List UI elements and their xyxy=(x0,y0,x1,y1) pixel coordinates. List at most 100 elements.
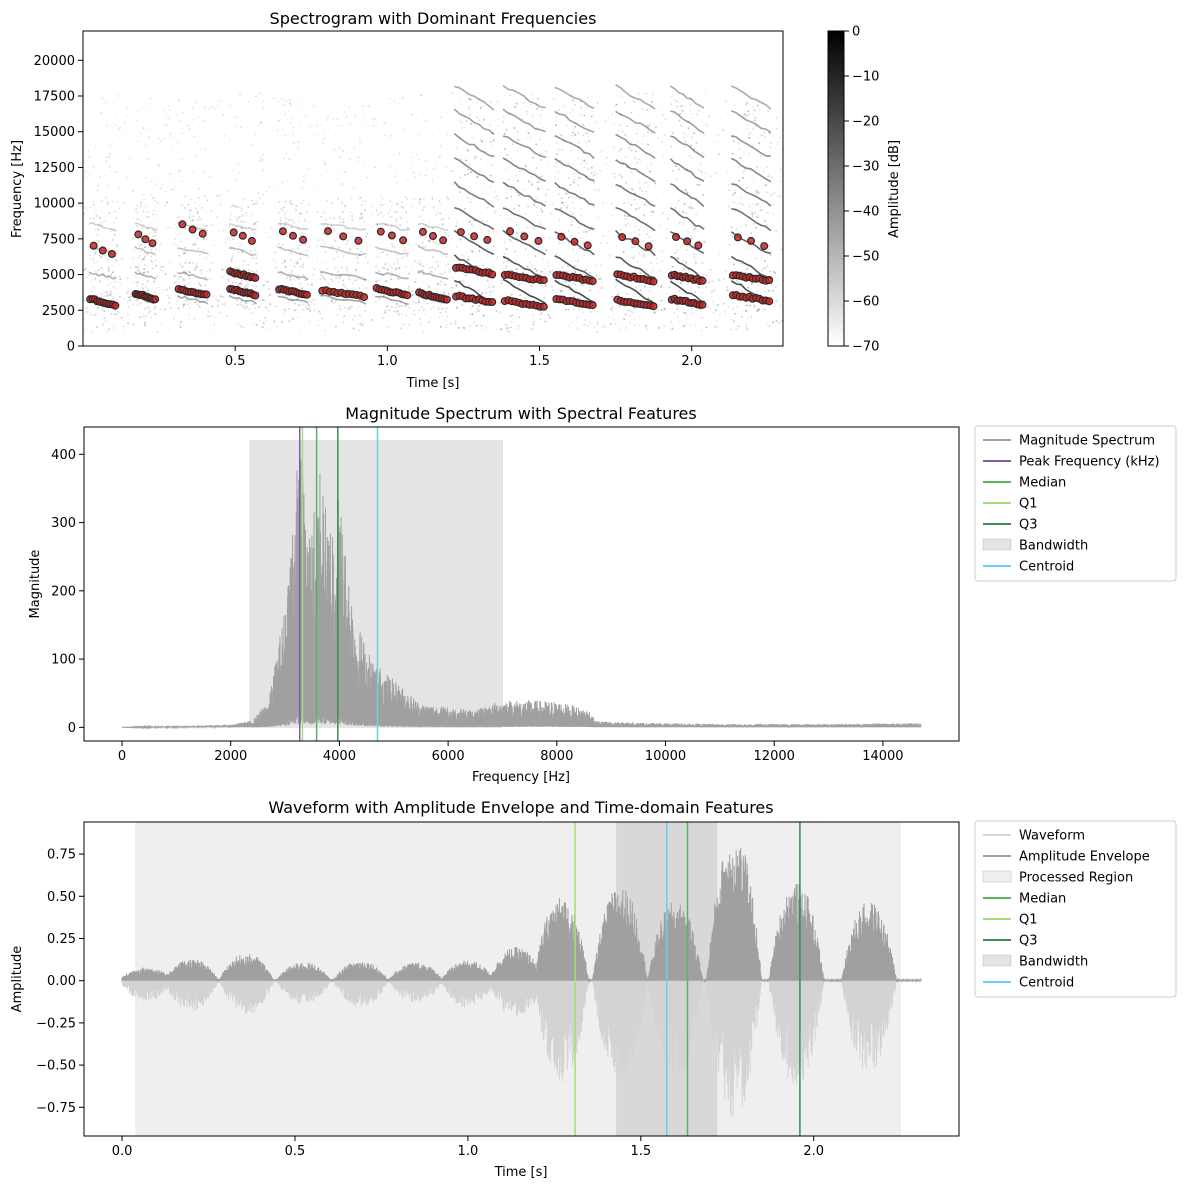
waveform-legend-frame xyxy=(974,820,1177,998)
spectrogram-noise xyxy=(656,290,659,292)
spectrogram-noise xyxy=(105,196,107,199)
spectrogram-noise xyxy=(169,287,171,289)
spectrogram-noise xyxy=(541,109,543,111)
spectrogram-texture xyxy=(540,270,543,273)
spectrogram-noise xyxy=(179,326,182,329)
spectrogram-noise xyxy=(766,155,769,158)
spectrogram-noise xyxy=(178,169,180,172)
waveform-legend-swatch xyxy=(982,954,1012,967)
spectrogram-texture xyxy=(626,215,629,217)
spectrogram-noise xyxy=(94,178,97,180)
spectrogram-texture xyxy=(732,140,735,143)
spectrogram-noise xyxy=(201,268,204,271)
spectrogram-noise xyxy=(740,202,742,204)
spectrogram-noise xyxy=(202,238,204,240)
spectrogram-noise xyxy=(132,274,135,277)
spectrogram-texture xyxy=(624,214,626,217)
spectrogram-texture xyxy=(299,212,301,215)
spectrogram-noise xyxy=(697,176,700,179)
spectrogram-noise xyxy=(546,156,549,158)
spectrogram-texture xyxy=(583,160,586,162)
spectrogram-noise xyxy=(275,305,277,307)
spectrogram-texture xyxy=(181,204,183,206)
spectrogram-noise xyxy=(424,174,427,176)
spectrogram-noise xyxy=(341,124,344,127)
spectrogram-texture xyxy=(734,191,736,194)
spectrum-y-tick-label: 400 xyxy=(51,448,76,463)
spectrogram-harmonic xyxy=(417,245,449,256)
spectrogram-noise xyxy=(137,298,140,300)
spectrogram-noise xyxy=(228,139,231,142)
spectrogram-noise xyxy=(106,294,109,297)
spectrogram-texture xyxy=(358,253,361,256)
spectrogram-texture xyxy=(183,303,185,306)
spectrogram-texture xyxy=(486,220,488,222)
spectrogram-noise xyxy=(741,315,743,318)
spectrogram-noise xyxy=(573,159,576,162)
spectrogram-noise xyxy=(685,252,687,255)
spectrogram-texture xyxy=(110,273,112,276)
spectrogram-texture xyxy=(333,227,336,230)
spectrogram-noise xyxy=(213,107,216,110)
spectrogram-noise xyxy=(704,92,706,94)
spectrogram-texture xyxy=(106,259,109,261)
spectrogram-texture xyxy=(695,142,697,145)
spectrogram-noise xyxy=(162,271,165,273)
spectrogram-noise xyxy=(581,237,584,239)
spectrogram-texture xyxy=(243,221,246,223)
spectrogram-noise xyxy=(752,181,755,183)
spectrogram-noise xyxy=(547,261,550,264)
spectrogram-noise xyxy=(324,170,327,172)
spectrogram-noise xyxy=(164,124,166,127)
spectrogram-noise xyxy=(106,124,109,127)
spectrogram-noise xyxy=(630,142,633,144)
spectrogram-noise xyxy=(114,97,116,100)
spectrogram-texture xyxy=(478,246,481,248)
spectrogram-noise xyxy=(241,301,243,303)
spectrogram-noise xyxy=(682,325,685,328)
spectrogram-noise xyxy=(667,217,669,219)
spectrogram-noise xyxy=(488,230,491,233)
spectrogram-texture xyxy=(142,210,145,213)
spectrogram-texture xyxy=(101,221,103,224)
waveform-y-tick-label: 0.50 xyxy=(47,890,76,905)
spectrogram-texture xyxy=(425,224,427,226)
spectrogram-noise xyxy=(774,272,777,274)
spectrogram-harmonic xyxy=(615,206,656,232)
spectrum-legend-frame xyxy=(974,425,1177,582)
spectrogram-noise xyxy=(643,93,645,96)
spectrogram-noise xyxy=(103,175,105,177)
spectrogram-noise xyxy=(342,221,345,223)
spectrogram-noise xyxy=(340,218,343,220)
spectrogram-noise xyxy=(129,296,132,298)
spectrogram-noise xyxy=(443,294,446,296)
spectrogram-noise xyxy=(341,184,344,187)
spectrogram-noise xyxy=(224,302,226,304)
spectrogram-noise xyxy=(174,238,177,240)
spectrogram-noise xyxy=(557,148,560,151)
spectrogram-noise xyxy=(489,124,492,127)
spectrogram-noise xyxy=(506,327,509,329)
spectrogram-texture xyxy=(331,280,334,283)
spectrogram-texture xyxy=(700,152,703,154)
spectrogram-noise xyxy=(216,305,219,307)
spectrogram-texture xyxy=(455,225,458,227)
spectrogram-noise xyxy=(633,318,636,321)
spectrogram-texture xyxy=(386,223,388,225)
spectrogram-texture xyxy=(747,110,750,113)
spectrogram-noise xyxy=(429,271,432,273)
spectrogram-texture xyxy=(192,215,195,218)
dominant-frequency-point xyxy=(418,227,427,236)
spectrogram-texture xyxy=(683,290,685,292)
spectrogram-noise xyxy=(205,225,208,228)
spectrogram-texture xyxy=(146,253,149,256)
spectrogram-texture xyxy=(189,271,191,274)
spectrogram-noise xyxy=(644,202,647,204)
spectrogram-texture xyxy=(387,212,390,214)
spectrogram-noise xyxy=(401,313,403,315)
spectrogram-noise xyxy=(547,314,550,316)
spectrogram-noise xyxy=(604,120,607,122)
spectrogram-texture xyxy=(394,210,396,213)
spectrogram-noise xyxy=(492,290,494,293)
spectrogram-texture xyxy=(284,259,287,261)
